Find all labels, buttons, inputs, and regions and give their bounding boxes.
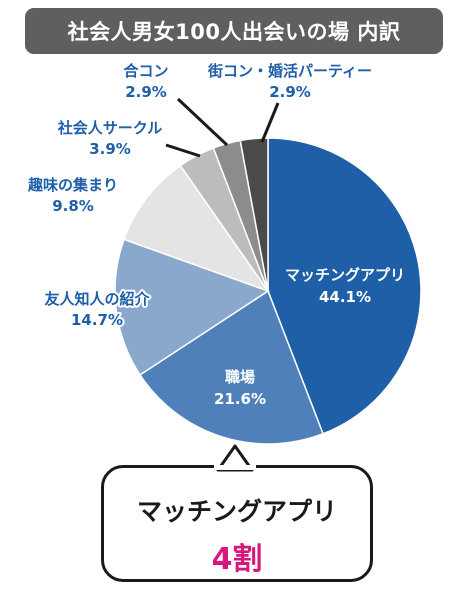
slice-value-5: 3.9% (89, 140, 131, 158)
slice-value-1: 44.1% (319, 288, 371, 306)
callout-value: 4割 (211, 542, 263, 577)
slice-label-5: 社会人サークル (57, 119, 163, 137)
chart-title-bar: 社会人男女100人出会いの場 内訳 (25, 8, 443, 54)
slice-label-1: マッチングアプリ (285, 266, 405, 284)
slice-label-7: 街コン・婚活パーティー (207, 62, 372, 80)
pie-slice-1 (267, 137, 422, 435)
slice-value-4: 9.8% (52, 197, 94, 215)
chart-title: 社会人男女100人出会いの場 内訳 (67, 20, 401, 44)
slice-label-6: 合コン (122, 62, 168, 80)
callout-box: マッチングアプリ 4割 (101, 465, 373, 582)
slice-label-2: 職場 (225, 368, 255, 386)
leader-line-7 (260, 102, 280, 143)
slice-label-4: 趣味の集まり (27, 176, 118, 194)
leader-line-5 (165, 143, 201, 158)
callout-heading: マッチングアプリ (136, 497, 337, 526)
pie-slice-3 (114, 238, 270, 376)
pie-slice-2 (138, 289, 325, 445)
pie-slice-4 (123, 164, 270, 293)
slice-value-6: 2.9% (125, 83, 167, 101)
slice-value-3: 14.7% (71, 311, 123, 329)
slice-value-7: 2.9% (269, 83, 311, 101)
slice-label-3: 友人知人の紹介 (44, 290, 150, 308)
leader-line-6 (176, 97, 229, 147)
pie-slice-7 (239, 137, 269, 292)
slice-value-2: 21.6% (214, 390, 266, 408)
